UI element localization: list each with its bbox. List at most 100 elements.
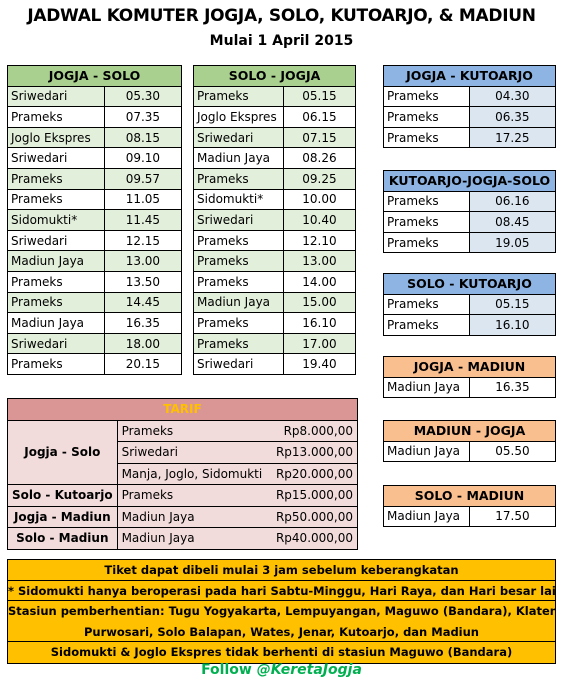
schedule-title: SOLO - MADIUN <box>383 485 556 507</box>
table-row: Prameks 17.25 <box>383 126 557 149</box>
table-row: Prameks 11.05 <box>7 188 183 211</box>
departure-time: 11.45 <box>103 209 183 231</box>
table-row: Sriwedari 07.15 <box>193 126 357 149</box>
train-name: Prameks <box>383 126 470 149</box>
tarif-class: Manja, Joglo, Sidomukti <box>116 462 268 485</box>
schedule-solo-jogja: SOLO - JOGJA Prameks 05.15 Joglo Ekspres 06… <box>193 65 357 375</box>
table-row: Sriwedari 05.30 <box>7 85 183 108</box>
table-row: Prameks 17.00 <box>193 332 357 355</box>
schedule-solo-madiun: SOLO - MADIUN Madiun Jaya 17.50 <box>383 485 557 528</box>
table-row: Sidomukti* 11.45 <box>7 209 183 231</box>
table-row: Prameks 20.15 <box>7 353 183 375</box>
table-row: Prameks 13.00 <box>193 250 357 272</box>
departure-time: 11.05 <box>103 188 183 211</box>
train-name: Madiun Jaya <box>193 147 284 169</box>
table-row: Madiun Jaya 15.00 <box>193 291 357 314</box>
schedule-body: Prameks 06.16 Prameks 08.45 Prameks 19.05 <box>383 190 557 254</box>
departure-time: 18.00 <box>103 332 183 355</box>
departure-time: 16.35 <box>103 312 183 334</box>
table-row: Solo - Madiun Madiun Jaya Rp40.000,00 <box>7 527 358 550</box>
table-row: Prameks 16.10 <box>383 314 557 336</box>
table-row: Sriwedari 09.10 <box>7 147 183 169</box>
departure-time: 04.30 <box>468 85 557 108</box>
train-name: Prameks <box>193 229 284 252</box>
footer-handle: @KeretaJogja <box>256 662 362 678</box>
departure-time: 13.00 <box>103 250 183 272</box>
train-name: Joglo Ekspres <box>193 106 284 128</box>
departure-time: 20.15 <box>103 353 183 375</box>
departure-time: 09.10 <box>103 147 183 169</box>
tarif-route: Solo - Kutoarjo <box>7 484 118 507</box>
train-name: Prameks <box>383 293 470 316</box>
table-row: Prameks 06.35 <box>383 106 557 128</box>
schedule-body: Prameks 05.15 Joglo Ekspres 06.15 Sriwedari 0… <box>193 85 357 375</box>
departure-time: 16.10 <box>282 312 357 334</box>
train-name: Prameks <box>383 231 470 254</box>
tarif-title: TARIF <box>7 398 358 421</box>
footer: Follow @KeretaJogja <box>0 662 563 678</box>
train-name: Prameks <box>383 85 470 108</box>
schedule-madiun-jogja: MADIUN - JOGJA Madiun Jaya 05.50 <box>383 420 557 463</box>
departure-time: 06.35 <box>468 106 557 128</box>
departure-time: 12.10 <box>282 229 357 252</box>
note-stations-1: Stasiun pemberhentian: Tugu Yogyakarta, … <box>8 604 555 618</box>
schedule-body: Sriwedari 05.30 Prameks 07.35 Joglo Ekspres 0… <box>7 85 183 375</box>
table-row: Prameks 05.15 <box>383 293 557 316</box>
table-row: Prameks 19.05 <box>383 231 557 254</box>
tarif-price: Rp40.000,00 <box>267 527 358 550</box>
train-name: Sriwedari <box>7 147 105 169</box>
departure-time: 13.50 <box>103 270 183 293</box>
table-row: Prameks 09.25 <box>193 167 357 190</box>
departure-time: 19.40 <box>282 353 357 375</box>
table-row: Sriwedari 10.40 <box>193 209 357 231</box>
departure-time: 05.15 <box>468 293 557 316</box>
departure-time: 08.15 <box>103 126 183 149</box>
departure-time: 05.50 <box>468 440 557 463</box>
table-row: Sriwedari 18.00 <box>7 332 183 355</box>
train-name: Prameks <box>193 85 284 108</box>
departure-time: 08.45 <box>468 211 557 233</box>
table-row: Joglo Ekspres 08.15 <box>7 126 183 149</box>
train-name: Prameks <box>193 270 284 293</box>
schedule-body: Prameks 04.30 Prameks 06.35 Prameks 17.25 <box>383 85 557 149</box>
train-name: Sriwedari <box>193 209 284 231</box>
tarif-class: Madiun Jaya <box>116 505 268 528</box>
page-title: JADWAL KOMUTER JOGJA, SOLO, KUTOARJO, & … <box>27 6 536 26</box>
schedule-title: JOGJA - KUTOARJO <box>383 65 556 87</box>
tarif-class: Prameks <box>116 419 268 442</box>
tarif-price: Rp20.000,00 <box>267 462 358 485</box>
departure-time: 19.05 <box>468 231 557 254</box>
page-subtitle: Mulai 1 April 2015 <box>209 33 354 49</box>
tarif-route: Jogja - Solo <box>7 419 118 485</box>
train-name: Prameks <box>383 211 470 233</box>
departure-time: 07.35 <box>103 106 183 128</box>
schedule-title: JOGJA - MADIUN <box>383 356 556 378</box>
departure-time: 07.15 <box>282 126 357 149</box>
schedule-solo-kutoarjo: SOLO - KUTOARJO Prameks 05.15 Prameks 16.10 <box>383 273 557 336</box>
train-name: Sidomukti* <box>7 209 105 231</box>
schedule-kutoarjo-jogja-solo: KUTOARJO-JOGJA-SOLO Prameks 06.16 Prameks 0… <box>383 170 557 254</box>
tarif-price: Rp13.000,00 <box>267 441 358 464</box>
schedule-body: Madiun Jaya 17.50 <box>383 505 557 528</box>
note-ticket: Tiket dapat dibeli mulai 3 jam sebelum k… <box>8 560 555 581</box>
train-name: Prameks <box>7 188 105 211</box>
train-name: Prameks <box>383 106 470 128</box>
train-name: Sriwedari <box>193 126 284 149</box>
schedule-title: MADIUN - JOGJA <box>383 420 556 442</box>
schedule-body: Madiun Jaya 16.35 <box>383 376 557 399</box>
schedule-body: Prameks 05.15 Prameks 16.10 <box>383 293 557 336</box>
tarif-price: Rp15.000,00 <box>267 484 358 507</box>
departure-time: 15.00 <box>282 291 357 314</box>
departure-time: 12.15 <box>103 229 183 252</box>
table-row: Prameks 07.35 <box>7 106 183 128</box>
schedule-title: SOLO - KUTOARJO <box>383 273 556 295</box>
schedule-title: SOLO - JOGJA <box>193 65 356 87</box>
departure-time: 05.15 <box>282 85 357 108</box>
train-name: Prameks <box>193 250 284 272</box>
train-name: Sriwedari <box>193 353 284 375</box>
train-name: Prameks <box>383 190 470 213</box>
schedule-jogja-solo: JOGJA - SOLO Sriwedari 05.30 Prameks 07.35 J… <box>7 65 183 375</box>
tarif-price: Rp8.000,00 <box>267 419 358 442</box>
note-maguwo: Sidomukti & Joglo Ekspres tidak berhenti… <box>50 645 513 659</box>
tarif-route: Solo - Madiun <box>7 527 118 550</box>
